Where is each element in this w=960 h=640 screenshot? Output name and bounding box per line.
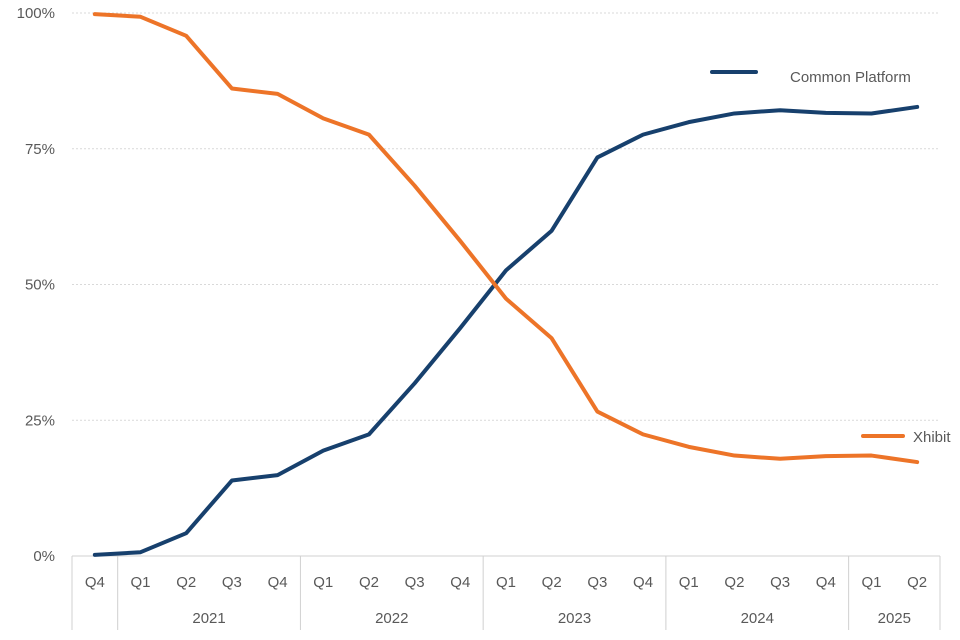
x-tick-label: Q3 xyxy=(770,574,790,591)
x-tick-label: Q2 xyxy=(359,574,379,591)
data-point-xhibit xyxy=(869,454,873,458)
x-tick-label: Q1 xyxy=(496,574,516,591)
x-group-label: 2023 xyxy=(558,610,591,627)
legend-label-xhibit: Xhibit xyxy=(913,429,951,446)
x-tick-label: Q1 xyxy=(131,574,151,591)
series-line-common-platform xyxy=(92,104,920,557)
data-point-xhibit xyxy=(276,92,280,96)
data-point-common-platform xyxy=(869,111,873,115)
data-point-common-platform xyxy=(93,553,97,557)
y-tick-label: 75% xyxy=(25,141,55,158)
data-point-xhibit xyxy=(915,460,919,464)
x-tick-label: Q2 xyxy=(176,574,196,591)
data-point-xhibit xyxy=(824,454,828,458)
data-point-common-platform xyxy=(413,381,417,385)
data-point-xhibit xyxy=(595,410,599,414)
data-point-common-platform xyxy=(595,155,599,159)
data-point-common-platform xyxy=(367,432,371,436)
data-point-xhibit xyxy=(93,12,97,16)
data-point-xhibit xyxy=(321,116,325,120)
x-group-label: 2024 xyxy=(741,610,774,627)
data-point-common-platform xyxy=(276,473,280,477)
x-tick-label: Q4 xyxy=(450,574,470,591)
data-point-xhibit xyxy=(550,336,554,340)
data-point-xhibit xyxy=(184,34,188,38)
y-axis-tick-labels: 0% 25% 50% 75% 100% xyxy=(17,5,55,565)
x-axis: Q4 Q1 Q2 Q3 Q4 Q1 Q2 Q3 Q4 Q1 Q2 Q3 Q4 Q1 Q2 Q3 Q4 Q1 Q2 20… xyxy=(71,556,941,630)
y-tick-label: 50% xyxy=(25,277,55,294)
data-point-common-platform xyxy=(824,111,828,115)
x-tick-label: Q1 xyxy=(679,574,699,591)
data-point-common-platform xyxy=(778,108,782,112)
data-point-xhibit xyxy=(687,445,691,449)
series-line-xhibit xyxy=(92,12,920,465)
data-point-common-platform xyxy=(550,229,554,233)
data-point-xhibit xyxy=(230,86,234,90)
legend-label-common-platform: Common Platform xyxy=(790,69,911,86)
y-tick-label: 25% xyxy=(25,412,55,429)
data-point-xhibit xyxy=(413,184,417,188)
x-tick-label: Q3 xyxy=(405,574,425,591)
x-tick-label: Q2 xyxy=(724,574,744,591)
x-tick-label: Q4 xyxy=(268,574,288,591)
series-lines xyxy=(92,12,920,557)
data-point-common-platform xyxy=(139,550,143,554)
data-point-xhibit xyxy=(139,15,143,19)
y-tick-label: 100% xyxy=(17,5,55,22)
data-point-common-platform xyxy=(184,531,188,535)
data-point-common-platform xyxy=(915,105,919,109)
x-tick-label: Q3 xyxy=(587,574,607,591)
data-point-common-platform xyxy=(732,111,736,115)
gridlines xyxy=(72,12,940,557)
x-tick-label: Q1 xyxy=(313,574,333,591)
x-tick-label: Q1 xyxy=(861,574,881,591)
legend: Common Platform Xhibit xyxy=(710,69,951,446)
x-tick-label: Q4 xyxy=(633,574,653,591)
x-tick-label: Q4 xyxy=(816,574,836,591)
data-point-xhibit xyxy=(458,239,462,243)
data-point-common-platform xyxy=(458,326,462,330)
data-point-common-platform xyxy=(230,479,234,483)
data-point-common-platform xyxy=(504,268,508,272)
x-tick-label: Q2 xyxy=(907,574,927,591)
y-tick-label: 0% xyxy=(33,548,55,565)
x-tick-label: Q3 xyxy=(222,574,242,591)
x-group-label: 2022 xyxy=(375,610,408,627)
data-point-xhibit xyxy=(778,457,782,461)
data-point-xhibit xyxy=(641,432,645,436)
x-group-label: 2021 xyxy=(192,610,225,627)
data-point-common-platform xyxy=(641,133,645,137)
data-point-xhibit xyxy=(367,133,371,137)
x-tick-label: Q4 xyxy=(85,574,105,591)
x-group-label: 2025 xyxy=(878,610,911,627)
x-tick-label: Q2 xyxy=(542,574,562,591)
data-point-common-platform xyxy=(687,120,691,124)
data-point-common-platform xyxy=(321,449,325,453)
data-point-xhibit xyxy=(732,454,736,458)
data-point-xhibit xyxy=(504,297,508,301)
